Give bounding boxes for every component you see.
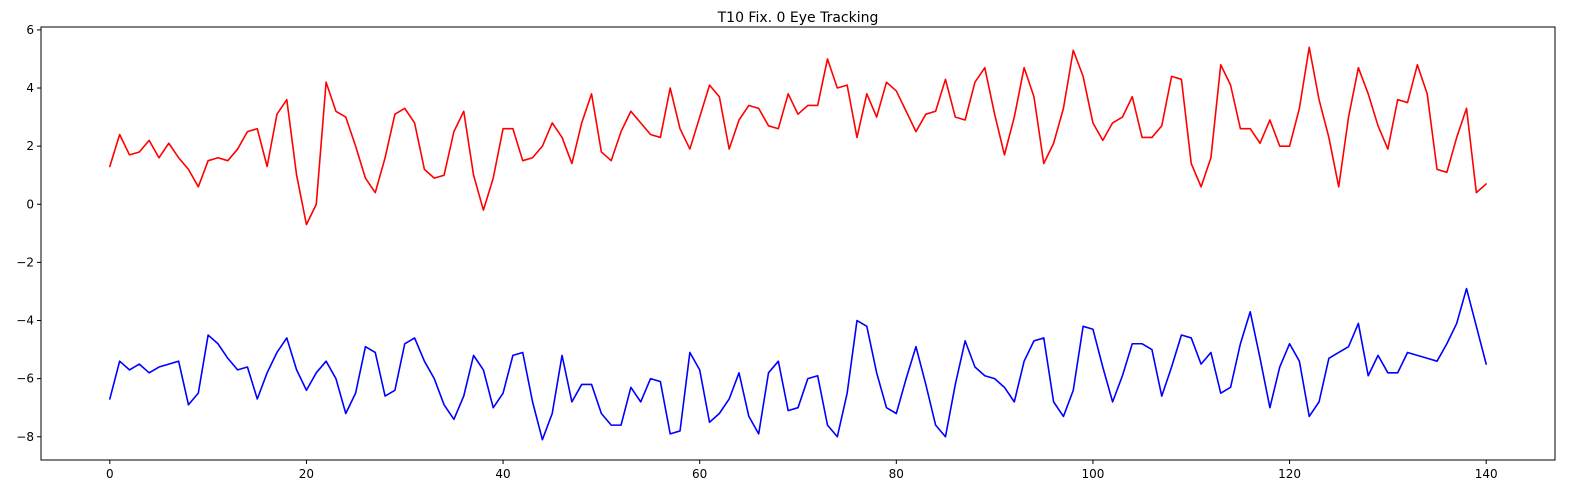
y-tick-label: −6 <box>16 372 34 386</box>
chart-title: T10 Fix. 0 Eye Tracking <box>717 10 879 26</box>
x-tick-label: 20 <box>299 467 314 481</box>
y-tick-label: −4 <box>16 314 34 328</box>
y-tick-label: 0 <box>26 197 34 211</box>
x-tick-label: 40 <box>495 467 510 481</box>
plot-area <box>40 26 1556 461</box>
series-layer <box>109 46 1487 441</box>
y-tick-label: 6 <box>26 23 34 37</box>
y-tick-label: −2 <box>16 255 34 269</box>
y-tick-label: −8 <box>16 430 34 444</box>
x-tick-label: 120 <box>1278 467 1301 481</box>
y-tick-label: 4 <box>26 81 34 95</box>
series-line-1 <box>109 46 1487 226</box>
y-axis: −8 −6 −4 −2 0 2 4 6 <box>16 23 41 444</box>
y-tick-label: 2 <box>26 139 34 153</box>
series-line-2 <box>109 287 1487 441</box>
x-tick-label: 0 <box>106 467 114 481</box>
x-tick-label: 80 <box>889 467 904 481</box>
x-tick-label: 100 <box>1081 467 1104 481</box>
x-tick-label: 140 <box>1475 467 1498 481</box>
x-tick-label: 60 <box>692 467 707 481</box>
x-axis: 0 20 40 60 80 100 120 140 <box>106 460 1498 481</box>
